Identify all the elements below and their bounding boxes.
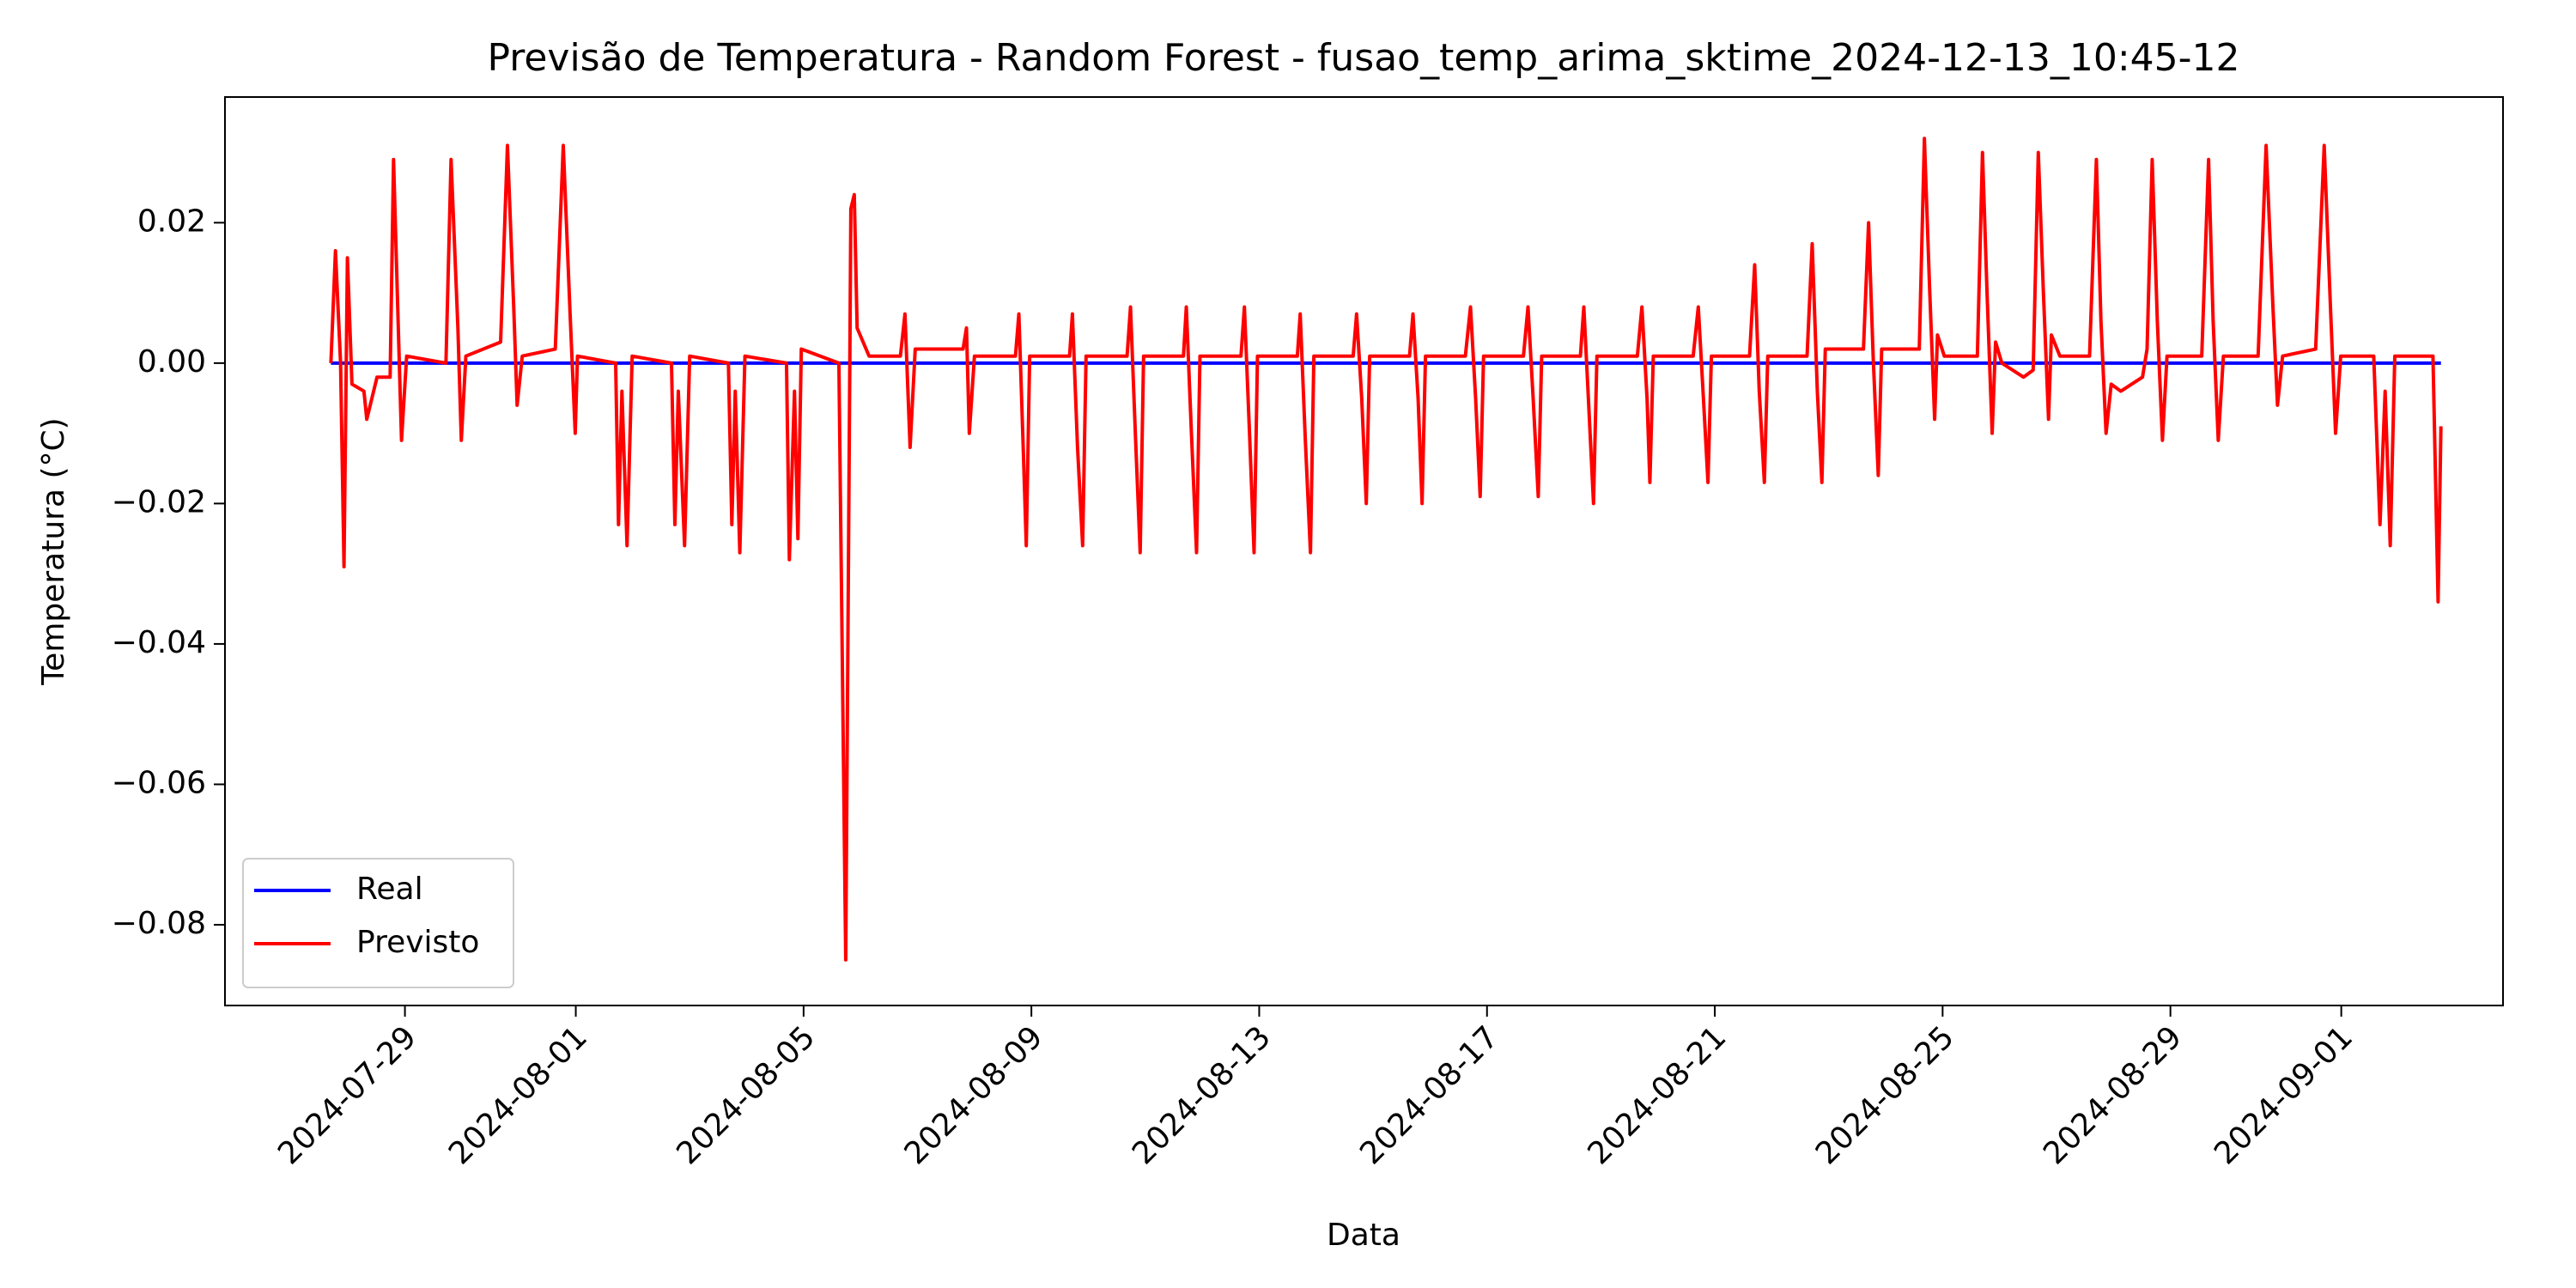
y-tick-label: 0.00 <box>137 344 206 380</box>
legend-label: Real <box>356 872 423 907</box>
line-series <box>329 137 2443 962</box>
y-tick-label: −0.04 <box>112 625 206 660</box>
chart-title: Previsão de Temperatura - Random Forest … <box>487 36 2239 80</box>
legend-label: Previsto <box>356 925 479 960</box>
y-axis-label: Temperatura (°C) <box>36 417 71 685</box>
y-tick-label: −0.08 <box>112 906 206 941</box>
axes-frame <box>224 96 2504 1006</box>
y-tick-label: 0.02 <box>137 204 206 239</box>
x-axis-label: Data <box>1327 1218 1400 1253</box>
y-tick-label: −0.02 <box>112 484 206 519</box>
y-tick-label: −0.06 <box>112 765 206 800</box>
